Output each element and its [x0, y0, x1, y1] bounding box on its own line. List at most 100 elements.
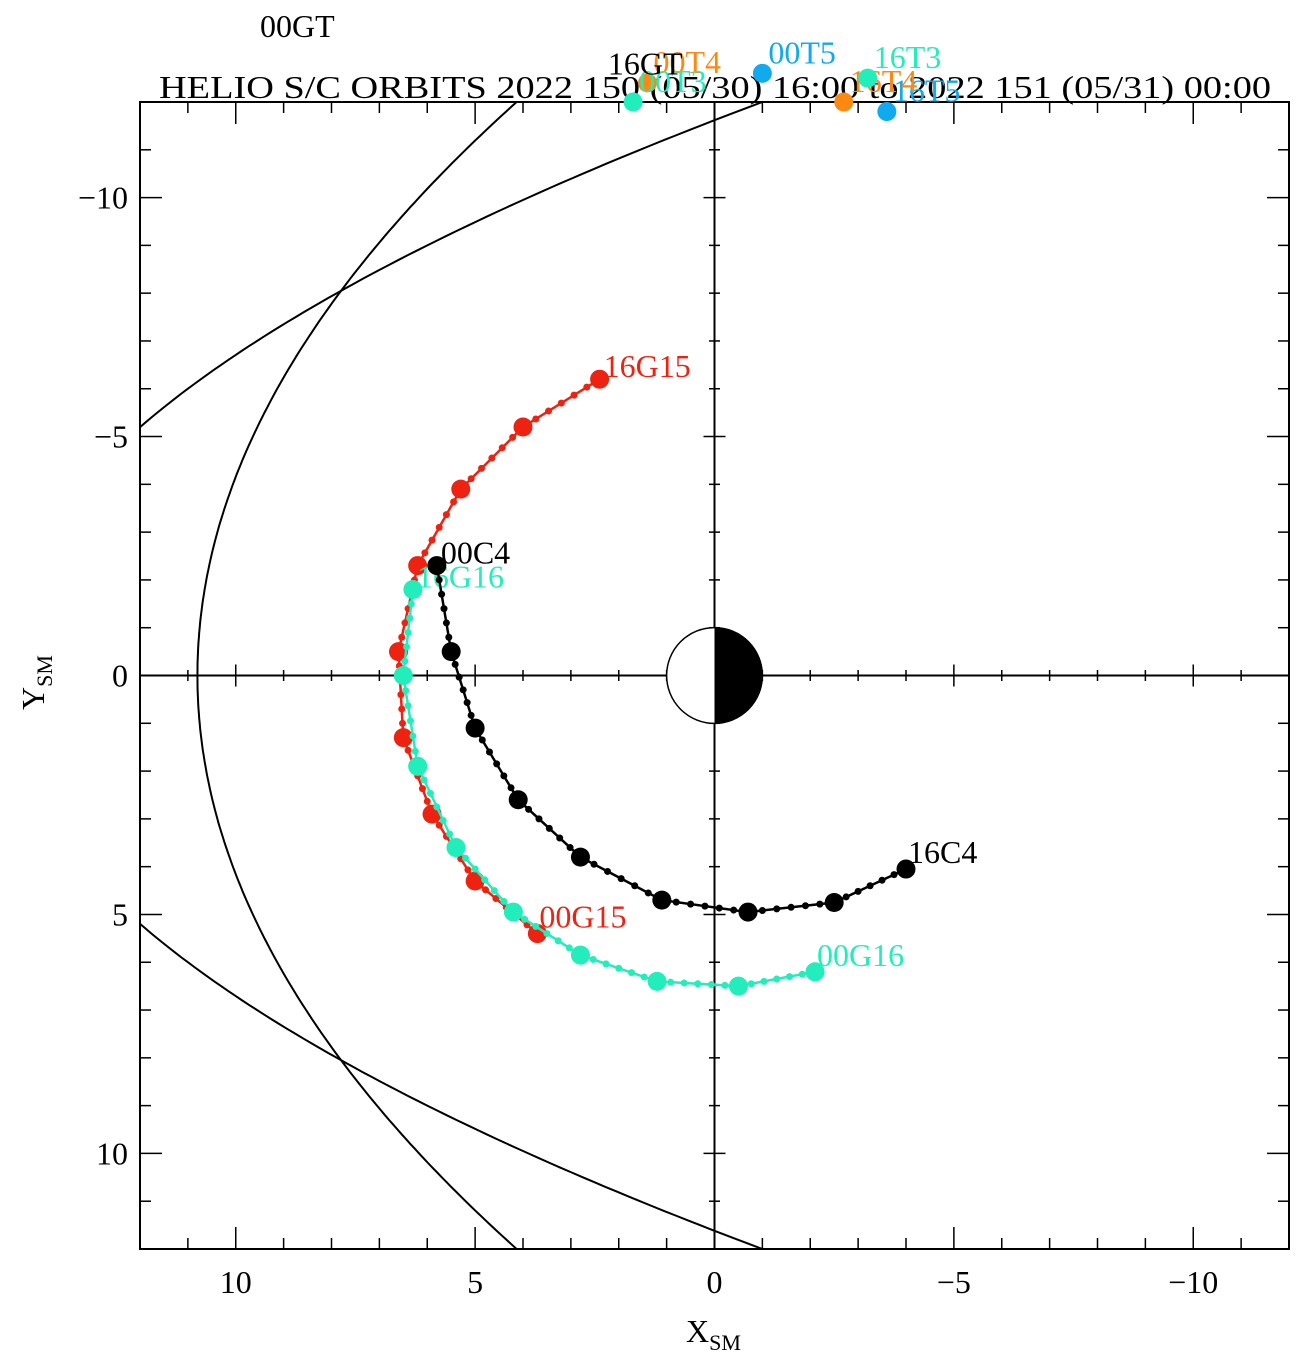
orbit-point [503, 902, 523, 922]
orbit-point [527, 924, 547, 944]
orbit-point [446, 838, 466, 858]
orbit-minor-point [640, 973, 648, 981]
orbit-minor-point [402, 687, 410, 695]
orbit-minor-point [532, 415, 540, 423]
orbit-point [393, 728, 413, 748]
offscale-point [623, 92, 643, 112]
orbit-minor-point [467, 475, 475, 483]
orbit-minor-point [485, 748, 493, 756]
orbit-minor-point [583, 383, 591, 391]
orbit-minor-point [404, 628, 412, 636]
orbit-minor-point [500, 897, 508, 905]
orbit-minor-point [604, 867, 612, 875]
orbit-minor-point [492, 895, 500, 903]
orbit-minor-point [786, 973, 794, 981]
orbit-point [805, 962, 825, 982]
offscale-label: 00T3 [639, 63, 707, 99]
orbit-point [728, 976, 748, 996]
offscale-point [752, 63, 772, 83]
orbit-minor-point [428, 536, 436, 544]
series-end-label: 00G16 [817, 937, 904, 973]
orbit-point [441, 642, 461, 662]
y-tick-label: −5 [94, 419, 128, 455]
orbit-minor-point [878, 876, 886, 884]
orbit-minor-point [715, 904, 723, 912]
offscale-label: 16GT [608, 46, 683, 82]
orbit-point [647, 971, 667, 991]
earth-icon [665, 626, 764, 725]
offscale-label: 16T5 [893, 73, 961, 109]
orbit-minor-point [462, 854, 470, 862]
offscale-label: 00T4 [653, 44, 721, 80]
orbit-minor-point [439, 816, 447, 824]
orbit-minor-point [423, 797, 431, 805]
y-tick-label: 10 [96, 1135, 128, 1171]
orbit-minor-point [442, 619, 450, 627]
orbit-minor-point [418, 785, 426, 793]
orbit-minor-point [570, 391, 578, 399]
series-start-label: 00C4 [441, 535, 510, 571]
orbit-minor-point [866, 882, 874, 890]
y-tick-label: 0 [112, 658, 128, 694]
orbit-minor-point [421, 549, 429, 557]
orbit-minor-point [521, 915, 529, 923]
orbit-minor-point [816, 900, 824, 908]
orbit-minor-point [773, 975, 781, 983]
orbit-point [570, 945, 590, 965]
offscale-point [858, 68, 878, 88]
orbit-minor-point [890, 871, 898, 879]
orbit-minor-point [532, 922, 540, 930]
orbit-minor-point [450, 498, 458, 506]
orbit-minor-point [409, 732, 417, 740]
orbit-minor-point [773, 905, 781, 913]
orbit-minor-point [644, 889, 652, 897]
orbit-minor-point [440, 605, 448, 613]
orbit-line-C4 [435, 565, 907, 914]
orbit-minor-point [493, 760, 501, 768]
offscale-point [637, 73, 657, 93]
orbit-point [408, 556, 428, 576]
orbit-minor-point [455, 673, 463, 681]
orbit-minor-point [535, 815, 543, 823]
orbit-minor-point [701, 902, 709, 910]
orbit-point [652, 890, 672, 910]
orbit-minor-point [801, 902, 809, 910]
earth-night-side [714, 627, 763, 724]
orbit-minor-point [854, 887, 862, 895]
orbit-minor-point [758, 906, 766, 914]
orbit-minor-point [481, 876, 489, 884]
x-tick-label: 5 [467, 1264, 483, 1300]
orbit-minor-point [842, 893, 850, 901]
y-tick-label: −10 [78, 180, 128, 216]
orbit-minor-point [525, 805, 533, 813]
orbit-minor-point [420, 776, 428, 784]
orbit-point [451, 479, 471, 499]
orbit-minor-point [488, 454, 496, 462]
orbit-minor-point [407, 600, 415, 608]
orbit-minor-point [442, 511, 450, 519]
orbit-minor-point [787, 903, 795, 911]
orbit-minor-point [398, 705, 406, 713]
orbit-minor-point [406, 614, 414, 622]
top-label: 00GT [260, 8, 335, 44]
orbit-minor-point [556, 834, 564, 842]
orbit-point [590, 369, 610, 389]
orbit-point [513, 417, 533, 437]
orbit-minor-point [490, 887, 498, 895]
orbit-minor-point [445, 633, 453, 641]
orbit-point [427, 556, 447, 576]
bow-shock-curve [140, 102, 766, 1249]
orbit-minor-point [617, 875, 625, 883]
orbit-point [508, 790, 528, 810]
orbit-minor-point [680, 979, 688, 987]
orbit-minor-point [446, 830, 454, 838]
tick-labels: 10 5 0 −5 −10 −10 −5 0 5 10 [78, 180, 1218, 1300]
orbit-minor-point [628, 969, 636, 977]
orbit-minor-point [435, 821, 443, 829]
orbit-minor-point [545, 407, 553, 415]
orbit-minor-point [438, 590, 446, 598]
series-end-label: 00G15 [539, 899, 626, 935]
